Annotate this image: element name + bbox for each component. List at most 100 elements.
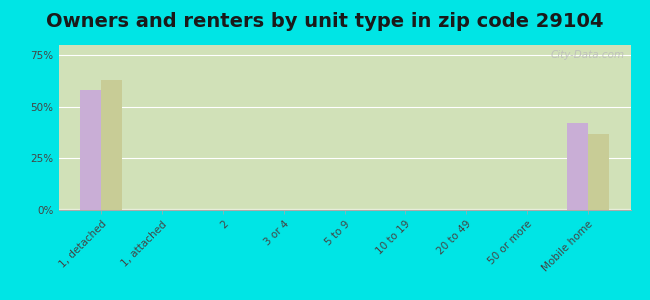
Bar [58, 80, 630, 209]
Bar [58, 60, 630, 208]
Bar [58, 202, 630, 210]
Bar [58, 96, 630, 209]
Bar [58, 109, 630, 209]
Bar [58, 46, 630, 208]
Bar [58, 184, 630, 210]
Bar [58, 78, 630, 209]
Bar [58, 93, 630, 209]
Bar [58, 180, 630, 210]
Text: Owners and renters by unit type in zip code 29104: Owners and renters by unit type in zip c… [46, 12, 604, 31]
Bar [58, 129, 630, 209]
Bar [58, 141, 630, 209]
Bar [58, 98, 630, 209]
Bar [58, 112, 630, 209]
Bar [58, 106, 630, 209]
Bar [58, 144, 630, 209]
Bar [101, 80, 122, 210]
Bar [58, 136, 630, 209]
Bar [58, 83, 630, 209]
Bar [58, 128, 630, 209]
Bar [58, 207, 630, 210]
Bar [58, 151, 630, 209]
Bar [58, 116, 630, 209]
Bar [58, 104, 630, 209]
Bar [58, 182, 630, 210]
Bar [58, 66, 630, 208]
Bar [80, 90, 101, 210]
Bar [58, 159, 630, 209]
Bar [58, 190, 630, 210]
Bar [58, 122, 630, 209]
Bar [58, 114, 630, 209]
Bar [58, 85, 630, 209]
Bar [58, 65, 630, 208]
Bar [58, 75, 630, 209]
Bar [58, 169, 630, 210]
Bar [58, 131, 630, 209]
Bar [58, 52, 630, 208]
Bar [58, 147, 630, 209]
Bar [58, 121, 630, 209]
Bar [567, 123, 588, 210]
Bar [58, 103, 630, 209]
Bar [58, 175, 630, 210]
Bar [58, 164, 630, 210]
Bar [58, 205, 630, 210]
Bar [58, 45, 630, 208]
Bar [58, 70, 630, 208]
Bar [58, 48, 630, 208]
Bar [58, 111, 630, 209]
Bar [58, 124, 630, 209]
Bar [58, 68, 630, 208]
Bar [58, 118, 630, 209]
Bar [58, 174, 630, 210]
Bar [58, 94, 630, 209]
Bar [58, 185, 630, 210]
Bar [58, 76, 630, 209]
Bar [58, 149, 630, 209]
Bar [58, 154, 630, 209]
Bar [58, 195, 630, 210]
Bar [58, 89, 630, 209]
Bar [58, 160, 630, 209]
Bar [58, 99, 630, 209]
Bar [58, 152, 630, 209]
Bar [58, 50, 630, 208]
Bar [58, 162, 630, 209]
Bar [58, 200, 630, 210]
Bar [58, 61, 630, 208]
Bar [58, 157, 630, 209]
Bar [58, 101, 630, 209]
Bar [58, 56, 630, 208]
Bar [58, 73, 630, 208]
Bar [58, 170, 630, 210]
Bar [58, 142, 630, 209]
Bar [58, 139, 630, 209]
Bar [58, 58, 630, 208]
Bar [58, 208, 630, 210]
Bar [588, 134, 609, 210]
Bar [58, 203, 630, 210]
Bar [58, 187, 630, 210]
Bar [58, 197, 630, 210]
Bar [58, 63, 630, 208]
Bar [58, 146, 630, 209]
Bar [58, 108, 630, 209]
Bar [58, 167, 630, 210]
Bar [58, 53, 630, 208]
Bar [58, 88, 630, 209]
Text: City-Data.com: City-Data.com [551, 50, 625, 60]
Bar [58, 155, 630, 209]
Bar [58, 134, 630, 209]
Bar [58, 81, 630, 209]
Bar [58, 194, 630, 210]
Bar [58, 71, 630, 208]
Bar [58, 199, 630, 210]
Bar [58, 192, 630, 210]
Bar [58, 126, 630, 209]
Bar [58, 172, 630, 210]
Bar [58, 137, 630, 209]
Bar [58, 91, 630, 209]
Bar [58, 132, 630, 209]
Bar [58, 55, 630, 208]
